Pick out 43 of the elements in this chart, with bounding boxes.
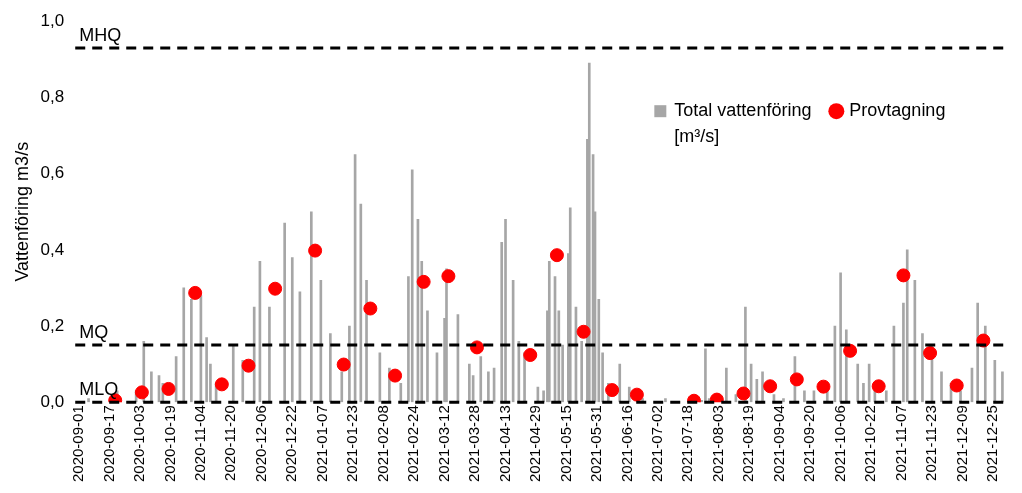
x-tick-label: 2020-11-20 bbox=[221, 405, 239, 481]
x-tick-label: 2021-02-24 bbox=[404, 405, 422, 483]
x-tick-label: 2021-08-19 bbox=[739, 405, 757, 483]
legend-label: Provtagning bbox=[849, 100, 946, 121]
x-tick-label: 2021-05-31 bbox=[587, 405, 605, 483]
x-tick-label: 2021-03-12 bbox=[434, 405, 452, 483]
y-axis-title: Vattenföring m3/s bbox=[11, 141, 32, 282]
x-tick-label: 2021-04-13 bbox=[495, 405, 513, 483]
x-tick-label: 2021-07-02 bbox=[647, 405, 665, 483]
x-tick-label: 2020-09-01 bbox=[69, 405, 87, 483]
x-tick-label: 2021-11-07 bbox=[891, 405, 909, 481]
y-tick-label: 1,0 bbox=[40, 10, 65, 30]
y-tick-label: 0,0 bbox=[40, 391, 65, 411]
x-tick-label: 2021-11-23 bbox=[922, 405, 940, 481]
x-tick-label: 2021-01-23 bbox=[343, 405, 361, 483]
x-tick-label: 2020-09-17 bbox=[99, 405, 117, 483]
ref-line-label: MHQ bbox=[79, 24, 122, 45]
legend-label: Total vattenföring [m³/s] bbox=[674, 100, 812, 147]
x-tick-label: 2020-10-03 bbox=[130, 405, 148, 483]
x-tick-label: 2021-05-15 bbox=[556, 405, 574, 483]
y-tick-label: 0,8 bbox=[40, 87, 65, 107]
ref-line-label: MLQ bbox=[79, 379, 119, 400]
ref-line-label: MQ bbox=[79, 322, 109, 343]
x-tick-label: 2020-12-22 bbox=[282, 405, 300, 483]
x-tick-label: 2021-01-07 bbox=[312, 405, 330, 483]
x-tick-label: 2020-12-06 bbox=[251, 405, 269, 483]
x-tick-label: 2021-02-08 bbox=[373, 405, 391, 483]
y-tick-label: 0,2 bbox=[40, 315, 65, 335]
x-tick-label: 2021-09-20 bbox=[800, 405, 818, 483]
x-tick-label: 2021-07-18 bbox=[678, 405, 696, 483]
x-tick-label: 2020-10-19 bbox=[160, 405, 178, 483]
x-tick-label: 2021-04-29 bbox=[526, 405, 544, 483]
x-tick-label: 2021-08-03 bbox=[708, 405, 726, 483]
y-tick-label: 0,6 bbox=[40, 163, 65, 183]
x-tick-label: 2021-03-28 bbox=[465, 405, 483, 483]
x-tick-label: 2021-10-06 bbox=[830, 405, 848, 483]
x-tick-label: 2020-11-04 bbox=[191, 405, 209, 481]
x-tick-label: 2021-09-04 bbox=[769, 405, 787, 483]
x-tick-label: 2021-06-16 bbox=[617, 405, 635, 483]
y-tick-label: 0,4 bbox=[40, 239, 65, 259]
x-tick-label: 2021-12-09 bbox=[952, 405, 970, 483]
x-tick-label: 2021-12-25 bbox=[983, 405, 1001, 483]
x-tick-label: 2021-10-22 bbox=[861, 405, 879, 483]
